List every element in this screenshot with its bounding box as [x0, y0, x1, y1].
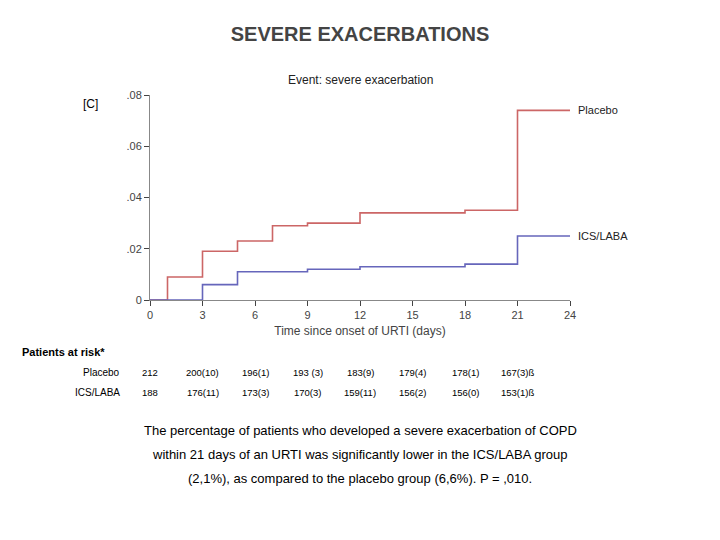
svg-text:6: 6	[252, 309, 258, 321]
svg-text:153(1)ß: 153(1)ß	[501, 387, 534, 398]
svg-text:Placebo: Placebo	[578, 104, 618, 116]
svg-text:(2,1%), as compared to the pla: (2,1%), as compared to the placebo group…	[188, 471, 532, 486]
svg-text:193 (3): 193 (3)	[293, 367, 323, 378]
svg-text:156(2): 156(2)	[399, 387, 426, 398]
svg-text:ICS/LABA: ICS/LABA	[578, 230, 628, 242]
svg-text:178(1): 178(1)	[452, 367, 479, 378]
svg-text:.04: .04	[127, 191, 142, 203]
svg-text:within 21 days of an URTI was: within 21 days of an URTI was significan…	[152, 447, 568, 462]
svg-text:196(1): 196(1)	[242, 367, 269, 378]
svg-text:183(9): 183(9)	[347, 367, 374, 378]
svg-text:0: 0	[147, 309, 153, 321]
svg-text:Placebo: Placebo	[83, 367, 120, 378]
svg-text:0: 0	[136, 294, 142, 306]
svg-text:.08: .08	[127, 89, 142, 101]
svg-text:167(3)ß: 167(3)ß	[501, 367, 534, 378]
svg-text:173(3): 173(3)	[242, 387, 269, 398]
svg-text:188: 188	[142, 387, 158, 398]
svg-text:21: 21	[511, 309, 523, 321]
svg-text:[C]: [C]	[83, 97, 98, 111]
svg-text:24: 24	[564, 309, 576, 321]
svg-text:Event: severe exacerbation: Event: severe exacerbation	[288, 73, 433, 87]
svg-text:200(10): 200(10)	[186, 367, 219, 378]
svg-text:ICS/LABA: ICS/LABA	[75, 387, 120, 398]
svg-text:12: 12	[354, 309, 366, 321]
svg-text:3: 3	[199, 309, 205, 321]
svg-text:170(3): 170(3)	[294, 387, 321, 398]
svg-text:.02: .02	[127, 243, 142, 255]
svg-text:Time since onset of URTI (days: Time since onset of URTI (days)	[274, 324, 445, 338]
svg-text:179(4): 179(4)	[399, 367, 426, 378]
svg-text:.06: .06	[127, 140, 142, 152]
svg-text:The percentage of patients who: The percentage of patients who developed…	[144, 423, 577, 438]
svg-text:SEVERE EXACERBATIONS: SEVERE EXACERBATIONS	[231, 23, 490, 45]
svg-text:156(0): 156(0)	[452, 387, 479, 398]
svg-text:15: 15	[406, 309, 418, 321]
svg-text:212: 212	[142, 367, 158, 378]
svg-text:9: 9	[304, 309, 310, 321]
svg-text:18: 18	[459, 309, 471, 321]
svg-text:Patients at risk*: Patients at risk*	[22, 346, 105, 358]
svg-text:159(11): 159(11)	[344, 387, 376, 398]
svg-text:176(11): 176(11)	[187, 387, 219, 398]
